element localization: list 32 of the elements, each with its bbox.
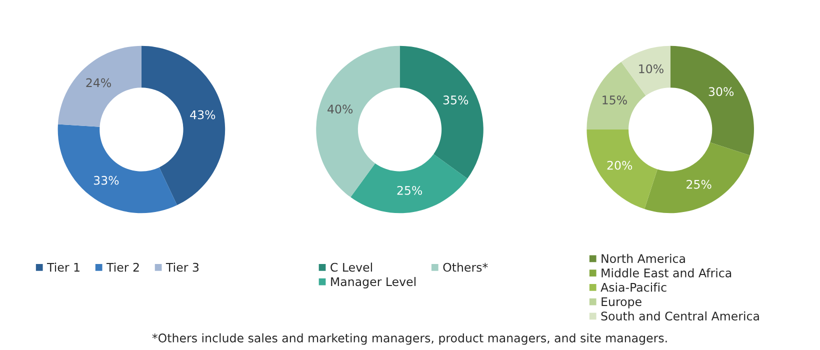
data-label: 24% bbox=[86, 78, 111, 88]
data-label: 40% bbox=[328, 104, 353, 114]
donut-slice bbox=[400, 46, 484, 179]
donut-slice bbox=[350, 154, 468, 214]
data-label: 43% bbox=[190, 110, 216, 120]
data-label: 33% bbox=[94, 176, 119, 185]
legend-label: Tier 2 bbox=[106, 262, 139, 272]
data-label: 30% bbox=[708, 87, 734, 96]
legend-label: Others* bbox=[443, 262, 488, 272]
donut-slice bbox=[586, 130, 658, 210]
donut-slice bbox=[621, 46, 670, 96]
legend-label: Asia-Pacific bbox=[600, 282, 666, 292]
donut-slice bbox=[670, 46, 754, 156]
legend-label: C Level bbox=[330, 262, 372, 272]
legend-label: Europe bbox=[602, 297, 642, 308]
text: *Others include sales and marketing managers, product managers, and site managers. bbox=[152, 333, 667, 345]
data-label: 20% bbox=[607, 160, 632, 170]
data-label: 25% bbox=[686, 180, 712, 189]
donut-slice bbox=[644, 142, 750, 214]
legend-label: Middle East and Africa bbox=[602, 268, 732, 278]
data-label: 25% bbox=[397, 186, 422, 195]
data-label: 10% bbox=[639, 64, 664, 74]
legend-label: Tier 3 bbox=[166, 262, 199, 272]
donut-slice bbox=[58, 46, 142, 127]
legend-label: Manager Level bbox=[331, 277, 416, 288]
data-label: 35% bbox=[443, 96, 468, 104]
data-label: 15% bbox=[602, 96, 627, 104]
donut-slice bbox=[58, 124, 178, 214]
donut-slice bbox=[141, 46, 226, 206]
legend-label: Tier 1 bbox=[46, 262, 80, 272]
legend-label: North America bbox=[602, 254, 685, 264]
legend-label: South and Central America bbox=[601, 311, 759, 321]
